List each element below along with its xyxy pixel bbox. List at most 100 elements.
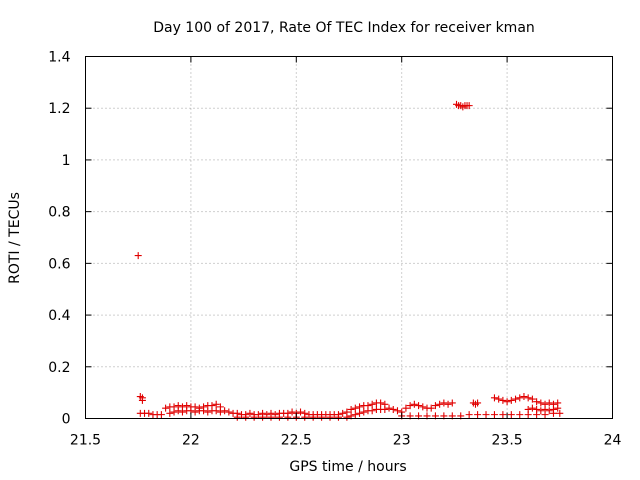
data-point <box>216 408 224 416</box>
data-point <box>200 407 208 415</box>
data-point <box>356 409 364 417</box>
data-point <box>339 409 347 417</box>
data-point <box>377 399 385 407</box>
data-point <box>512 395 520 403</box>
y-tick-label: 0.4 <box>48 308 70 324</box>
data-point <box>297 408 305 416</box>
data-point <box>275 413 283 421</box>
data-point <box>415 402 423 410</box>
data-point <box>351 411 359 419</box>
data-point <box>503 398 511 406</box>
data-point <box>246 409 254 417</box>
x-tick-label: 23.5 <box>492 433 523 449</box>
data-point <box>516 394 524 402</box>
data-point <box>533 398 541 406</box>
chart-title: Day 100 of 2017, Rate Of TEC Index for r… <box>153 20 535 36</box>
data-point <box>351 404 359 412</box>
data-point <box>507 396 515 404</box>
data-point <box>440 399 448 407</box>
x-tick-label: 21.5 <box>70 433 101 449</box>
data-point <box>465 411 473 419</box>
y-tick-label: 1.2 <box>48 101 70 117</box>
data-point <box>474 399 482 407</box>
data-point <box>499 411 507 419</box>
data-point <box>134 252 142 260</box>
data-point <box>356 403 364 411</box>
y-tick-label: 0.8 <box>48 205 70 221</box>
y-tick-label: 1 <box>62 153 71 169</box>
x-tick-label: 24 <box>604 433 622 449</box>
data-point <box>524 405 532 413</box>
data-point <box>221 407 229 415</box>
data-point <box>259 413 267 421</box>
data-point <box>541 405 549 413</box>
data-point <box>556 409 564 417</box>
data-point <box>288 408 296 416</box>
data-point <box>490 394 498 402</box>
data-point <box>191 408 199 416</box>
data-point <box>166 409 174 417</box>
data-point <box>267 413 275 421</box>
data-point <box>490 411 498 419</box>
data-point <box>204 408 212 416</box>
data-point <box>431 402 439 410</box>
data-point <box>507 411 515 419</box>
data-point <box>343 408 351 416</box>
data-point <box>263 411 271 419</box>
data-point <box>482 411 490 419</box>
data-point <box>389 405 397 413</box>
data-point <box>212 407 220 415</box>
plot-frame <box>85 56 613 419</box>
data-point <box>528 404 536 412</box>
data-point <box>385 404 393 412</box>
data-point <box>233 413 241 421</box>
x-tick-label: 22.5 <box>281 433 312 449</box>
data-points <box>134 100 564 421</box>
data-point <box>495 395 503 403</box>
data-point <box>145 409 153 417</box>
data-point <box>474 411 482 419</box>
data-point <box>524 394 532 402</box>
data-point <box>465 102 473 110</box>
data-point <box>138 394 146 402</box>
y-axis-ticks: 0 0.2 0.4 0.6 0.8 1 1.2 1.4 <box>48 50 613 428</box>
data-point <box>545 399 553 407</box>
data-point <box>533 405 541 413</box>
data-point <box>162 404 170 412</box>
data-point <box>225 408 233 416</box>
y-tick-label: 0.2 <box>48 360 70 376</box>
data-point <box>402 404 410 412</box>
data-point <box>347 405 355 413</box>
x-axis-ticks: 21.5 22 22.5 23 23.5 24 <box>70 56 622 449</box>
x-tick-label: 23 <box>393 433 411 449</box>
data-point <box>368 407 376 415</box>
x-axis-label: GPS time / hours <box>289 459 406 475</box>
data-point <box>368 400 376 408</box>
data-point <box>537 399 545 407</box>
data-point <box>178 408 186 416</box>
data-point <box>250 413 258 421</box>
data-point <box>545 407 553 415</box>
data-point <box>516 411 524 419</box>
data-point <box>174 407 182 415</box>
data-point <box>157 411 165 419</box>
data-point <box>406 402 414 410</box>
data-point <box>549 405 557 413</box>
data-point <box>410 400 418 408</box>
data-point <box>537 407 545 415</box>
data-point <box>334 411 342 419</box>
y-tick-label: 1.4 <box>48 50 70 66</box>
data-point <box>444 400 452 408</box>
data-point <box>271 411 279 419</box>
data-point <box>242 413 250 421</box>
data-point <box>212 400 220 408</box>
data-point <box>554 404 562 412</box>
data-point <box>520 393 528 401</box>
data-point <box>393 407 401 415</box>
data-point <box>170 408 178 416</box>
data-point <box>528 395 536 403</box>
data-point <box>360 408 368 416</box>
x-tick-label: 22 <box>182 433 200 449</box>
grid-lines <box>85 56 613 419</box>
